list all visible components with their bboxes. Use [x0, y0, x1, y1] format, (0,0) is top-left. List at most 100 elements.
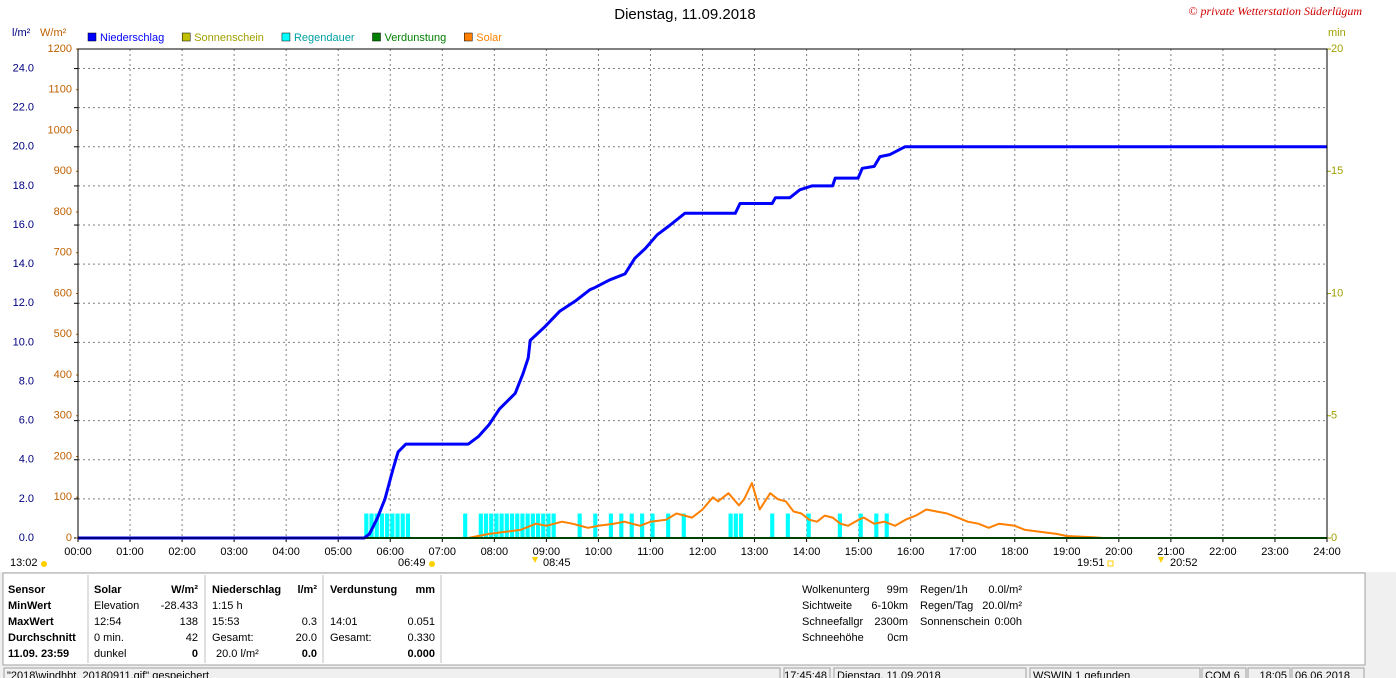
- legend-label: Verdunstung: [385, 32, 447, 44]
- condition-value: 6-10km: [871, 600, 908, 612]
- status-text: 06.06.2018: [1295, 670, 1350, 678]
- bar: [489, 513, 494, 538]
- x-tick-label: 07:00: [429, 546, 457, 558]
- legend-label: Sonnenschein: [194, 32, 264, 44]
- plot-frame: [77, 48, 1328, 539]
- sun-time: 19:51: [1077, 557, 1105, 569]
- y2-tick-label: 1000: [48, 124, 72, 136]
- x-tick-label: 16:00: [897, 546, 925, 558]
- bar: [395, 513, 400, 538]
- status-text: 18:05: [1259, 670, 1287, 678]
- axis-label: l/m²: [12, 27, 31, 39]
- row-value: 42: [186, 632, 198, 644]
- y-tick-label: 8.0: [19, 375, 34, 387]
- legend-label: Solar: [476, 32, 502, 44]
- legend-label: Niederschlag: [100, 32, 164, 44]
- y3-tick-label: 0: [1331, 532, 1337, 544]
- x-tick-label: 12:00: [689, 546, 717, 558]
- x-tick-label: 17:00: [949, 546, 977, 558]
- table-header: Solar: [94, 584, 122, 596]
- y-tick-label: 6.0: [19, 415, 34, 427]
- y-tick-label: 14.0: [13, 258, 34, 270]
- y2-tick-label: 200: [54, 450, 72, 462]
- row-label: 1:15 h: [212, 600, 243, 612]
- x-tick-label: 14:00: [793, 546, 821, 558]
- rain-value: 0:00h: [994, 616, 1022, 628]
- row-value: 138: [180, 616, 198, 628]
- bar: [874, 513, 879, 538]
- x-tick-label: 03:00: [220, 546, 248, 558]
- bar: [390, 513, 395, 538]
- sun-time: 06:49: [398, 557, 426, 569]
- condition-value: 2300m: [874, 616, 908, 628]
- condition-value: 99m: [887, 584, 908, 596]
- bar: [733, 513, 738, 538]
- y-tick-label: 12.0: [13, 297, 34, 309]
- status-text: COM 6: [1205, 670, 1240, 678]
- status-cell: [833, 667, 1027, 678]
- row-value: 0.000: [407, 648, 435, 660]
- legend-swatch: [281, 32, 291, 42]
- bar: [770, 513, 775, 538]
- sun-icon: [1107, 560, 1114, 567]
- x-tick-label: 22:00: [1209, 546, 1237, 558]
- bar: [379, 513, 385, 538]
- condition-label: Schneefallgr: [802, 616, 863, 628]
- y2-tick-label: 500: [54, 328, 72, 340]
- row-label: Gesamt:: [330, 632, 372, 644]
- y-tick-label: 2.0: [19, 493, 34, 505]
- y3-tick-label: 15: [1331, 165, 1343, 177]
- x-tick-label: 02:00: [168, 546, 196, 558]
- x-tick-label: 21:00: [1157, 546, 1185, 558]
- x-tick-label: 09:00: [533, 546, 561, 558]
- sensor-label: MaxWert: [8, 616, 54, 628]
- row-value: 0.3: [302, 616, 317, 628]
- bar: [405, 513, 411, 538]
- x-tick-label: 01:00: [116, 546, 144, 558]
- bar: [738, 513, 744, 538]
- y2-tick-label: 600: [54, 287, 72, 299]
- bar: [515, 513, 520, 538]
- line: [78, 482, 1327, 539]
- bar: [785, 513, 790, 538]
- row-label: 0 min.: [94, 632, 124, 644]
- status-text: WSWIN 1 gefunden: [1033, 670, 1130, 678]
- status-cell: [1201, 667, 1247, 678]
- status-cell: [783, 667, 831, 678]
- status-cell: [1247, 667, 1291, 678]
- y2-tick-label: 300: [54, 410, 72, 422]
- y-tick-label: 0.0: [19, 532, 34, 544]
- y2-tick-label: 900: [54, 165, 72, 177]
- bar: [483, 513, 489, 538]
- row-label: Gesamt:: [212, 632, 254, 644]
- sensor-label: Sensor: [8, 584, 46, 596]
- row-label: 20.0 l/m²: [216, 648, 259, 660]
- sensor-label: MinWert: [8, 600, 52, 612]
- table-header: Niederschlag: [212, 584, 281, 596]
- y2-tick-label: 800: [54, 206, 72, 218]
- y2-tick-label: 1100: [48, 84, 72, 96]
- y-tick-label: 4.0: [19, 454, 34, 466]
- status-cell: [1291, 667, 1365, 678]
- x-tick-label: 08:00: [481, 546, 509, 558]
- status-text: "2018\windhbt_20180911.gif" gespeichert: [7, 670, 209, 678]
- legend-swatch: [464, 32, 473, 42]
- copyright: © private Wetterstation Süderlügum: [1188, 4, 1362, 18]
- y-tick-label: 20.0: [13, 141, 34, 153]
- x-tick-label: 04:00: [272, 546, 300, 558]
- y-tick-label: 10.0: [13, 336, 34, 348]
- table-unit: mm: [415, 584, 435, 596]
- axis-label: min: [1328, 27, 1346, 39]
- x-tick-label: 23:00: [1261, 546, 1289, 558]
- x-tick-label: 24:00: [1313, 546, 1341, 558]
- bar: [806, 513, 811, 538]
- bar: [551, 513, 556, 538]
- sun-icon: [41, 561, 47, 567]
- legend-label: Regendauer: [294, 32, 355, 44]
- legend-swatch: [372, 32, 381, 42]
- row-value: 20.0: [296, 632, 317, 644]
- bar: [499, 513, 504, 538]
- line: [78, 145, 1327, 540]
- y-tick-label: 24.0: [13, 62, 34, 74]
- legend-swatch: [181, 32, 191, 42]
